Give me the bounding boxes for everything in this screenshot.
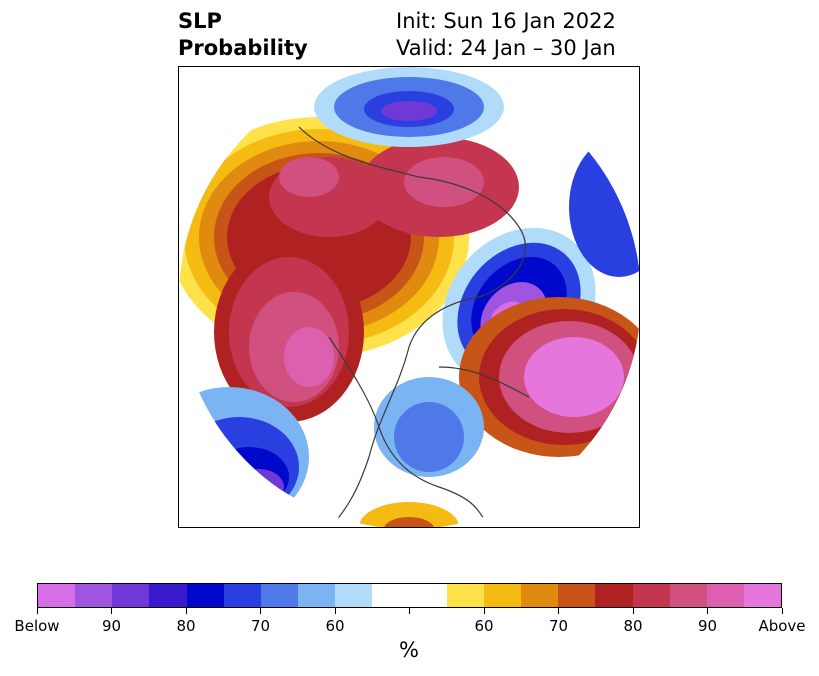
colorbar-swatch (335, 584, 373, 607)
colorbar-swatch (149, 584, 187, 607)
anomaly-ring (384, 517, 434, 527)
colorbar-swatch (112, 584, 150, 607)
colorbar-swatch (372, 584, 410, 607)
colorbar-swatch (632, 584, 670, 607)
colorbar-swatch (38, 584, 76, 607)
colorbar-tick (781, 608, 783, 614)
colorbar-swatch (75, 584, 113, 607)
chart-title-right: Init: Sun 16 Jan 2022 Valid: 24 Jan – 30… (396, 8, 616, 62)
colorbar-tick (36, 608, 38, 614)
anomaly-ring (394, 402, 464, 472)
anomaly-ring (284, 327, 334, 387)
init-date-label: Init: Sun 16 Jan 2022 (396, 9, 616, 33)
colorbar-unit-label: % (399, 638, 419, 662)
colorbar-tick-label: Below (14, 617, 60, 635)
colorbar-swatch (521, 584, 559, 607)
colorbar-swatch (706, 584, 744, 607)
colorbar-tick-label: 60 (474, 617, 494, 635)
map-panel (178, 66, 640, 528)
colorbar-swatch (595, 584, 633, 607)
anomaly-ring (279, 157, 339, 197)
anomaly-ring (234, 469, 284, 505)
title-variable: SLP (178, 9, 222, 33)
colorbar-swatch (186, 584, 224, 607)
colorbar-tick-label: 70 (250, 617, 271, 635)
anomaly-ring (524, 337, 624, 417)
colorbar-tick (185, 608, 187, 614)
colorbar-tick-label: 60 (325, 617, 345, 635)
colorbar-tick-label: 90 (697, 617, 718, 635)
colorbar-tick-label: 80 (176, 617, 196, 635)
chart-title-left: SLP Probability (178, 8, 308, 62)
colorbar-swatch (223, 584, 261, 607)
colorbar-tick (707, 608, 708, 614)
colorbar (37, 583, 782, 608)
anomaly-ring (569, 137, 639, 277)
colorbar-tick (260, 608, 261, 614)
anomaly-ring (359, 502, 459, 527)
colorbar-tick (483, 608, 485, 614)
title-product: Probability (178, 36, 308, 60)
colorbar-tick (334, 608, 336, 614)
colorbar-tick-label: 90 (101, 617, 122, 635)
colorbar-tick (409, 608, 410, 614)
polar-map (179, 67, 639, 527)
coastlines (298, 126, 530, 527)
colorbar-swatch (669, 584, 707, 607)
colorbar-swatch (558, 584, 596, 607)
colorbar-tick-label: 80 (623, 617, 643, 635)
colorbar-swatch (298, 584, 336, 607)
colorbar-swatch (446, 584, 484, 607)
colorbar-tick (632, 608, 634, 614)
colorbar-tick (111, 608, 112, 614)
colorbar-tick-label: 70 (548, 617, 569, 635)
colorbar-swatch (260, 584, 299, 607)
anomaly-ring (381, 101, 437, 121)
valid-range-label: Valid: 24 Jan – 30 Jan (396, 36, 616, 60)
colorbar-swatch (483, 584, 522, 607)
colorbar-tick-label: Above (758, 617, 806, 635)
colorbar-tick (558, 608, 559, 614)
colorbar-swatch (409, 584, 447, 607)
colorbar-swatch (743, 584, 782, 607)
